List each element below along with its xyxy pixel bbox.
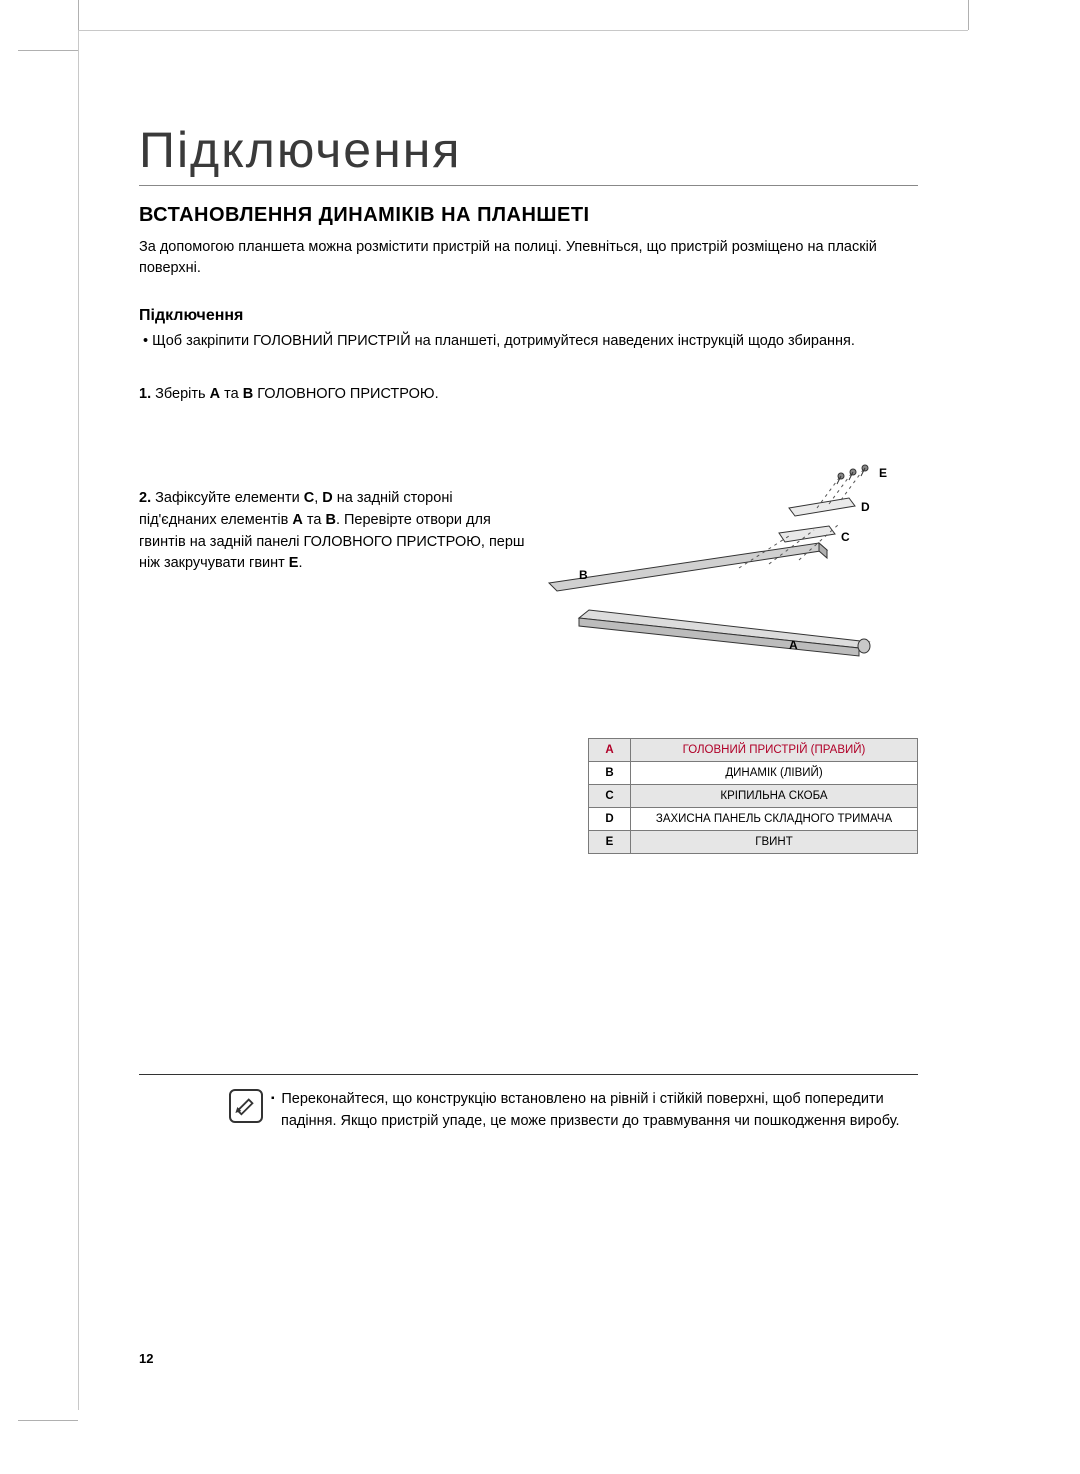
sub-heading: Підключення [139,307,918,325]
parts-label: ДИНАМІК (ЛІВИЙ) [631,762,918,785]
step-body: Зберіть A та B ГОЛОВНОГО ПРИСТРОЮ. [155,386,438,402]
fig-label-b: B [579,568,588,582]
table-row: AГОЛОВНИЙ ПРИСТРІЙ (ПРАВИЙ) [589,739,918,762]
parts-table: AГОЛОВНИЙ ПРИСТРІЙ (ПРАВИЙ)BДИНАМІК (ЛІВ… [588,738,918,854]
parts-key: D [589,808,631,831]
step-body: Зафіксуйте елементи C, D на задній сторо… [139,490,525,571]
parts-key: E [589,831,631,854]
parts-key: A [589,739,631,762]
assembly-figure: A B C D E [529,438,918,678]
parts-label: ГОЛОВНИЙ ПРИСТРІЙ (ПРАВИЙ) [631,739,918,762]
intro-text: За допомогою планшета можна розмістити п… [139,237,918,279]
page-frame: Підключення ВСТАНОВЛЕННЯ ДИНАМІКІВ НА ПЛ… [78,30,968,1410]
table-row: CКРІПИЛЬНА СКОБА [589,785,918,808]
note-block: Переконайтеся, що конструкцію встановлен… [139,1074,918,1133]
step-number: 2. [139,490,151,506]
section-title: ВСТАНОВЛЕННЯ ДИНАМІКІВ НА ПЛАНШЕТІ [139,204,918,227]
table-row: BДИНАМІК (ЛІВИЙ) [589,762,918,785]
fig-label-e: E [879,466,887,480]
fig-label-d: D [861,500,870,514]
fig-label-c: C [841,530,850,544]
page-number: 12 [139,1351,153,1366]
parts-key: C [589,785,631,808]
steps-list: 1. Зберіть A та B ГОЛОВНОГО ПРИСТРОЮ. 2.… [139,384,918,678]
crop-mark [18,1420,78,1421]
table-row: EГВИНТ [589,831,918,854]
parts-tbody: AГОЛОВНИЙ ПРИСТРІЙ (ПРАВИЙ)BДИНАМІК (ЛІВ… [589,739,918,854]
step-text: 2. Зафіксуйте елементи C, D на задній ст… [139,488,529,575]
step-number: 1. [139,386,151,402]
step-1: 1. Зберіть A та B ГОЛОВНОГО ПРИСТРОЮ. [139,384,918,444]
assembly-svg [529,438,909,678]
step-text: 1. Зберіть A та B ГОЛОВНОГО ПРИСТРОЮ. [139,384,529,406]
parts-label: ЗАХИСНА ПАНЕЛЬ СКЛАДНОГО ТРИМАЧА [631,808,918,831]
page-content: Підключення ВСТАНОВЛЕННЯ ДИНАМІКІВ НА ПЛ… [79,31,968,1133]
step-2: 2. Зафіксуйте елементи C, D на задній ст… [139,488,918,678]
table-row: DЗАХИСНА ПАНЕЛЬ СКЛАДНОГО ТРИМАЧА [589,808,918,831]
parts-label: ГВИНТ [631,831,918,854]
note-text: Переконайтеся, що конструкцію встановлен… [281,1089,918,1133]
crop-mark [968,0,969,30]
parts-key: B [589,762,631,785]
crop-mark [78,0,79,30]
fig-label-a: A [789,638,798,652]
bullet-text: Щоб закріпити ГОЛОВНИЙ ПРИСТРІЙ на планш… [139,331,918,352]
parts-label: КРІПИЛЬНА СКОБА [631,785,918,808]
chapter-title: Підключення [139,121,918,186]
crop-mark [18,50,78,51]
note-icon [229,1089,263,1123]
